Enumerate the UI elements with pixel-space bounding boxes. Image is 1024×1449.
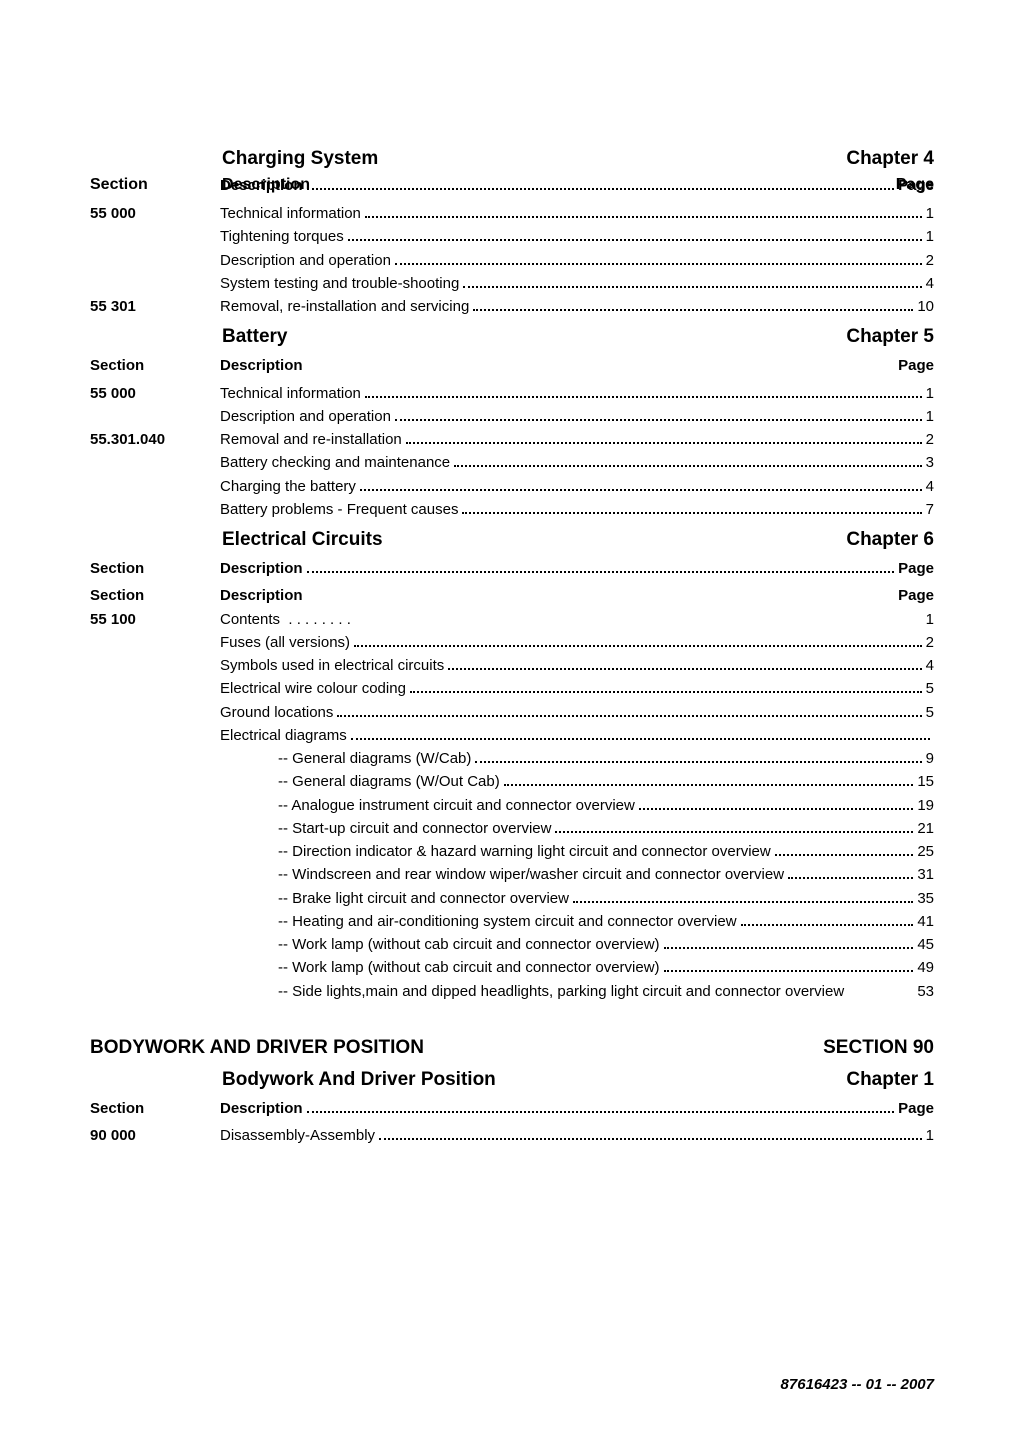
toc-row: 55 301 Removal, re-installation and serv… bbox=[90, 295, 934, 318]
chapter4-title: Charging System bbox=[90, 148, 378, 170]
chapter1-title: Bodywork And Driver Position bbox=[90, 1069, 496, 1091]
toc-subrow: Analogue instrument circuit and connecto… bbox=[90, 794, 934, 817]
chapter5-colhead: Section Description Page bbox=[90, 354, 934, 377]
toc-row: Symbols used in electrical circuits 4 bbox=[90, 654, 934, 677]
toc-row: 55 100 Contents . . . . . . . . 1 bbox=[90, 608, 934, 631]
chapter6-colhead1: Section Description Page bbox=[90, 557, 934, 580]
toc-row: Description and operation 1 bbox=[90, 405, 934, 428]
chapter6-header: Electrical Circuits Chapter 6 bbox=[90, 529, 934, 551]
colhead-section: Section bbox=[90, 176, 220, 194]
toc-subrow: Work lamp (without cab circuit and conne… bbox=[90, 956, 934, 979]
toc-subrow: Work lamp (without cab circuit and conne… bbox=[90, 933, 934, 956]
toc-row: Battery problems - Frequent causes 7 bbox=[90, 498, 934, 521]
section-number: 55 000 bbox=[90, 202, 220, 225]
toc-row: 55 000 Technical information 1 bbox=[90, 382, 934, 405]
chapter1-header: Bodywork And Driver Position Chapter 1 bbox=[90, 1069, 934, 1091]
leader-dots bbox=[365, 207, 922, 218]
page: Charging System Chapter 4 Section Descri… bbox=[0, 0, 1024, 1449]
toc-row: Ground locations 5 bbox=[90, 701, 934, 724]
toc-label: Technical information bbox=[220, 202, 361, 225]
chapter5-title: Battery bbox=[90, 326, 287, 348]
toc-subrow: Brake light circuit and connector overvi… bbox=[90, 887, 934, 910]
toc-row: Battery checking and maintenance 3 bbox=[90, 451, 934, 474]
chapter5-label: Chapter 5 bbox=[846, 326, 934, 348]
toc-subrow: Start-up circuit and connector overview … bbox=[90, 817, 934, 840]
section90-title: BODYWORK AND DRIVER POSITION bbox=[90, 1037, 424, 1059]
chapter4-label: Chapter 4 bbox=[846, 148, 934, 170]
chapter5-header: Battery Chapter 5 bbox=[90, 326, 934, 348]
page-footer: 87616423 -- 01 -- 2007 bbox=[781, 1376, 934, 1393]
toc-subrow: Direction indicator & hazard warning lig… bbox=[90, 840, 934, 863]
toc-subrow: Side lights,main and dipped headlights, … bbox=[90, 980, 934, 1003]
section90-label: SECTION 90 bbox=[823, 1037, 934, 1059]
section90-header: BODYWORK AND DRIVER POSITION SECTION 90 bbox=[90, 1037, 934, 1059]
toc-subrow: Heating and air-conditioning system circ… bbox=[90, 910, 934, 933]
toc-row: Charging the battery 4 bbox=[90, 475, 934, 498]
toc-row: Description and operation 2 bbox=[90, 249, 934, 272]
toc-row: 55 000 Technical information 1 bbox=[90, 202, 934, 225]
chapter6-title: Electrical Circuits bbox=[90, 529, 383, 551]
toc-subrow: General diagrams (W/Cab) 9 bbox=[90, 747, 934, 770]
toc-row: 90 000 Disassembly-Assembly 1 bbox=[90, 1124, 934, 1147]
toc-subrow: General diagrams (W/Out Cab) 15 bbox=[90, 770, 934, 793]
toc-row: System testing and trouble-shooting 4 bbox=[90, 272, 934, 295]
chapter4-header: Charging System Chapter 4 bbox=[90, 148, 934, 170]
chapter6-label: Chapter 6 bbox=[846, 529, 934, 551]
chapter1-colhead: Section Description Page bbox=[90, 1097, 934, 1120]
chapter6-colhead2: Section Description Page bbox=[90, 584, 934, 607]
toc-row: Electrical diagrams bbox=[90, 724, 934, 747]
chapter1-label: Chapter 1 bbox=[846, 1069, 934, 1091]
toc-row: 55.301.040 Removal and re-installation 2 bbox=[90, 428, 934, 451]
toc-page: 1 bbox=[926, 202, 934, 225]
toc-subrow: Windscreen and rear window wiper/washer … bbox=[90, 863, 934, 886]
toc-row: Fuses (all versions) 2 bbox=[90, 631, 934, 654]
toc-row: Tightening torques 1 bbox=[90, 225, 934, 248]
toc-row: Electrical wire colour coding 5 bbox=[90, 677, 934, 700]
